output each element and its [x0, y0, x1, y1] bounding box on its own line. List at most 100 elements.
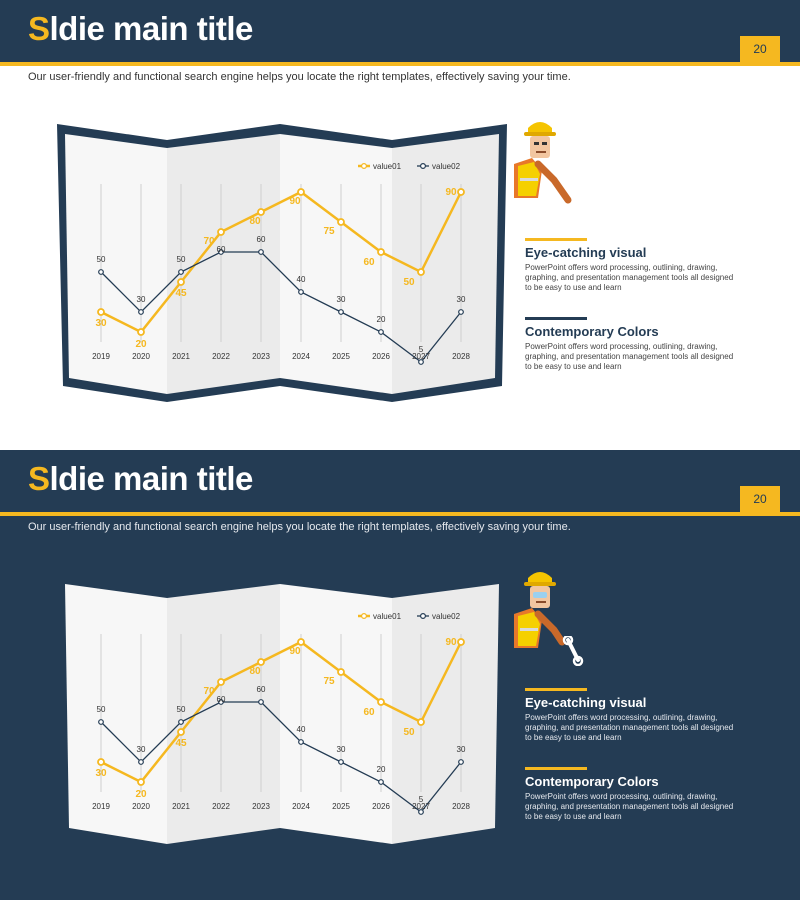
- data-point-value02: [298, 739, 304, 745]
- data-point-value02: [98, 719, 104, 725]
- map-chart-panel: 2019 2020 2021 2022 2023 2024 2025 2026 2027 2028…: [55, 120, 510, 405]
- data-point-value01: [137, 328, 145, 336]
- data-point-value02: [258, 699, 264, 705]
- data-label-value01: 45: [175, 288, 187, 299]
- title-first-letter: S: [28, 10, 50, 47]
- data-point-value01: [97, 308, 105, 316]
- data-label-value02: 40: [297, 725, 306, 734]
- data-label-value02: 20: [377, 765, 386, 774]
- data-label-value02: 50: [97, 255, 106, 264]
- construction-worker-icon: [498, 568, 588, 678]
- page-number: 20: [740, 36, 780, 62]
- data-point-value01: [257, 658, 265, 666]
- data-point-value02: [458, 309, 464, 315]
- slide-1: Sldie main title 20 Our user-friendly an…: [0, 0, 800, 405]
- data-point-value02: [458, 759, 464, 765]
- x-tick-label: 2027: [412, 802, 430, 811]
- data-label-value01: 45: [175, 738, 187, 749]
- series-line-value01: [100, 190, 463, 334]
- slide-2: Sldie main title 20 Our user-friendly an…: [0, 450, 800, 900]
- data-label-value02: 30: [337, 295, 346, 304]
- construction-worker-icon: [498, 118, 588, 228]
- header-bar: Sldie main title 20: [0, 0, 800, 62]
- subtitle: Our user-friendly and functional search …: [28, 71, 571, 83]
- data-label-value01: 90: [289, 196, 301, 207]
- title-first-letter: S: [28, 460, 50, 497]
- wrench-icon: [562, 634, 584, 667]
- info-heading: Contemporary Colors: [525, 774, 659, 789]
- x-tick-label: 2020: [132, 802, 150, 811]
- info-heading: Eye-catching visual: [525, 695, 647, 710]
- data-point-value02: [378, 329, 384, 335]
- x-tick-label: 2028: [452, 352, 470, 361]
- data-point-value01: [177, 728, 185, 736]
- data-label-value02: 60: [217, 245, 226, 254]
- x-tick-label: 2019: [92, 802, 110, 811]
- slide-title: Sldie main title: [28, 10, 253, 48]
- data-point-value01: [377, 698, 385, 706]
- info-body: PowerPoint offers word processing, outli…: [525, 713, 734, 742]
- data-point-value01: [137, 778, 145, 786]
- data-label-value01: 70: [203, 236, 215, 247]
- legend-marker: [420, 612, 427, 619]
- data-label-value02: 40: [297, 275, 306, 284]
- x-tick-label: 2022: [212, 802, 230, 811]
- info-heading: Contemporary Colors: [525, 324, 659, 339]
- data-label-value01: 30: [95, 768, 107, 779]
- data-label-value02: 30: [137, 745, 146, 754]
- data-label-value02: 60: [217, 695, 226, 704]
- data-label-value01: 80: [249, 216, 261, 227]
- x-tick-label: 2028: [452, 802, 470, 811]
- data-point-value01: [177, 278, 185, 286]
- data-point-value01: [97, 758, 105, 766]
- data-point-value01: [377, 248, 385, 256]
- legend-marker: [420, 162, 427, 169]
- data-label-value01: 50: [403, 277, 415, 288]
- legend-marker: [361, 612, 368, 619]
- info-bar: [525, 767, 587, 770]
- info-heading: Eye-catching visual: [525, 245, 647, 260]
- info-block-2: Contemporary Colors PowerPoint offers wo…: [525, 767, 735, 822]
- data-label-value01: 90: [445, 637, 457, 648]
- line-chart: 2019 2020 2021 2022 2023 2024 2025 2026 2027 2028…: [65, 584, 499, 844]
- info-body: PowerPoint offers word processing, outli…: [525, 342, 734, 371]
- x-tick-label: 2019: [92, 352, 110, 361]
- data-point-value02: [338, 759, 344, 765]
- data-point-value01: [417, 268, 425, 276]
- data-point-value01: [457, 188, 465, 196]
- data-point-value02: [218, 699, 224, 705]
- data-label-value02: 5: [419, 345, 424, 354]
- data-point-value01: [417, 718, 425, 726]
- accent-line: [0, 62, 800, 66]
- data-point-value02: [418, 809, 424, 815]
- line-chart: 2019 2020 2021 2022 2023 2024 2025 2026 2027 2028…: [57, 124, 507, 402]
- slide-title: Sldie main title: [28, 460, 253, 498]
- data-label-value01: 75: [323, 676, 335, 687]
- x-tick-label: 2026: [372, 802, 390, 811]
- data-label-value02: 30: [137, 295, 146, 304]
- data-point-value02: [218, 249, 224, 255]
- page-number: 20: [740, 486, 780, 512]
- x-tick-label: 2023: [252, 802, 270, 811]
- data-label-value02: 20: [377, 315, 386, 324]
- data-label-value01: 30: [95, 318, 107, 329]
- series-line-value01: [100, 640, 463, 784]
- accent-line: [0, 512, 800, 516]
- data-point-value02: [138, 759, 144, 765]
- info-body: PowerPoint offers word processing, outli…: [525, 263, 734, 292]
- info-block-1: Eye-catching visual PowerPoint offers wo…: [525, 238, 735, 293]
- data-point-value01: [297, 638, 305, 646]
- data-point-value02: [178, 719, 184, 725]
- legend-label: value01: [373, 612, 402, 621]
- x-tick-label: 2021: [172, 352, 190, 361]
- x-tick-label: 2026: [372, 352, 390, 361]
- legend-label: value02: [432, 612, 461, 621]
- data-label-value02: 30: [457, 745, 466, 754]
- info-block-2: Contemporary Colors PowerPoint offers wo…: [525, 317, 735, 372]
- title-rest: ldie main title: [49, 10, 254, 47]
- subtitle: Our user-friendly and functional search …: [28, 521, 571, 533]
- data-point-value02: [338, 309, 344, 315]
- x-tick-label: 2025: [332, 802, 350, 811]
- data-label-value01: 90: [445, 187, 457, 198]
- data-label-value02: 30: [457, 295, 466, 304]
